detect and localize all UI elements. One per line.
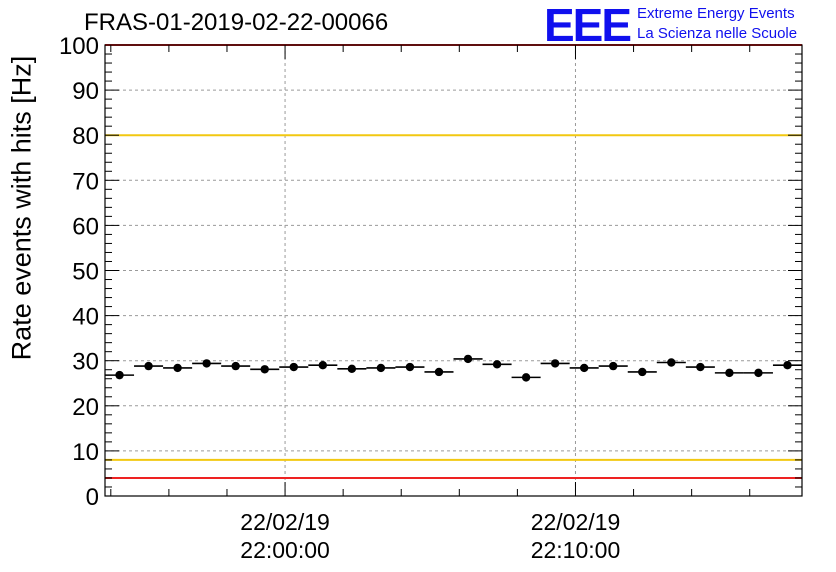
data-point	[579, 363, 589, 373]
x-tick-date: 22/02/19	[240, 509, 330, 535]
data-point	[260, 365, 269, 374]
grid-lines	[105, 45, 802, 496]
data-point	[231, 361, 240, 371]
data-point	[521, 373, 531, 382]
data-point	[783, 361, 792, 370]
tick-labels: 010203040506070809010022/02/1922:00:0022…	[59, 33, 620, 563]
y-tick-label: 0	[86, 484, 99, 511]
data-point	[492, 360, 502, 369]
chart-title: FRAS-01-2019-02-22-00066	[84, 9, 389, 36]
logo-line-2: La Scienza nelle Scuole	[637, 25, 798, 42]
data-points	[105, 354, 802, 382]
logo-line-1: Extreme Energy Events	[637, 5, 795, 22]
data-point	[667, 358, 676, 367]
data-point	[638, 367, 647, 377]
data-point	[725, 368, 734, 378]
y-tick-label: 30	[72, 349, 99, 376]
data-point	[347, 364, 357, 374]
y-axis-label: Rate events with hits [Hz]	[6, 55, 37, 361]
y-tick-label: 80	[72, 123, 99, 150]
data-point	[754, 368, 763, 378]
data-point	[289, 362, 298, 372]
y-tick-label: 40	[72, 304, 99, 331]
data-point	[318, 361, 328, 370]
axis-ticks	[105, 44, 802, 497]
data-point	[434, 367, 444, 377]
data-point	[463, 354, 473, 364]
eee-logo: EEE	[544, 0, 632, 51]
data-point	[696, 362, 705, 372]
y-tick-label: 20	[72, 394, 99, 421]
data-point	[376, 363, 386, 373]
y-tick-label: 100	[59, 33, 99, 60]
x-tick-time: 22:10:00	[531, 537, 621, 563]
y-tick-label: 10	[72, 439, 99, 466]
data-point	[405, 362, 415, 372]
data-point	[609, 361, 618, 371]
data-point	[202, 359, 211, 368]
data-point	[550, 359, 560, 368]
y-tick-label: 70	[72, 168, 99, 195]
y-tick-label: 90	[72, 78, 99, 105]
x-tick-time: 22:00:00	[240, 537, 330, 563]
y-tick-label: 60	[72, 213, 99, 240]
threshold-lines	[105, 44, 802, 479]
data-point	[115, 370, 124, 380]
x-tick-date: 22/02/19	[531, 509, 621, 535]
logo-caption: Extreme Energy Events La Scienza nelle S…	[637, 4, 797, 44]
y-tick-label: 50	[72, 259, 99, 286]
data-point	[173, 363, 182, 373]
data-point	[144, 361, 153, 371]
